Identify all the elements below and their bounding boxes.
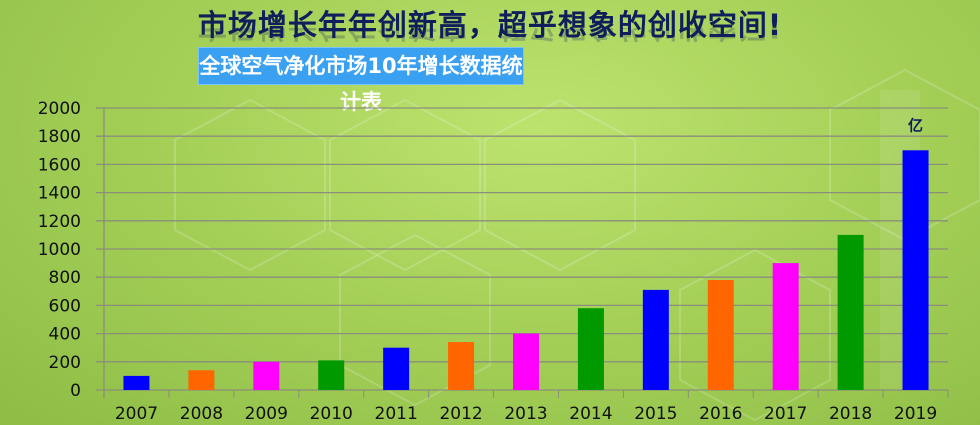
- bar-2008: [188, 370, 215, 390]
- x-tick-label: 2009: [245, 404, 288, 424]
- unit-label: 亿: [908, 116, 923, 134]
- bar-2016: [707, 280, 734, 390]
- chart-title: 全球空气净化市场10年增长数据统计表: [198, 47, 524, 114]
- headline: 市场增长年年创新高，超乎想象的创收空间!: [197, 8, 783, 42]
- bar-2017: [772, 263, 799, 390]
- x-tick-label: 2014: [569, 404, 612, 424]
- y-tick-label: 200: [49, 353, 81, 373]
- bar-2014: [577, 308, 604, 390]
- x-tick-label: 2017: [764, 404, 807, 424]
- x-tick-label: 2016: [699, 404, 742, 424]
- y-tick-label: 2000: [38, 99, 81, 119]
- y-tick-label: 0: [70, 381, 81, 401]
- x-tick-label: 2010: [310, 404, 353, 424]
- x-tick-label: 2008: [180, 404, 223, 424]
- x-tick-label: 2013: [504, 404, 547, 424]
- y-tick-label: 800: [49, 268, 81, 288]
- bar-2007: [123, 375, 150, 390]
- y-tick-label: 600: [49, 296, 81, 316]
- x-tick-label: 2019: [894, 404, 937, 424]
- bar-2019: [902, 150, 929, 390]
- y-tick-label: 1000: [38, 240, 81, 260]
- y-tick-label: 400: [49, 325, 81, 345]
- x-tick-label: 2012: [439, 404, 482, 424]
- y-tick-label: 1600: [38, 155, 81, 175]
- y-tick-label: 1200: [38, 212, 81, 232]
- bar-2015: [642, 289, 669, 390]
- bar-2009: [253, 361, 280, 390]
- x-tick-label: 2011: [375, 404, 418, 424]
- bar-2018: [837, 234, 864, 390]
- bar-2012: [448, 342, 475, 390]
- bar-2011: [383, 347, 410, 390]
- bar-2013: [513, 333, 539, 390]
- x-tick-label: 2007: [115, 404, 158, 424]
- y-tick-label: 1800: [38, 127, 81, 147]
- y-tick-label: 1400: [38, 184, 81, 204]
- bar-2010: [318, 360, 345, 390]
- x-tick-label: 2018: [829, 404, 872, 424]
- x-tick-label: 2015: [634, 404, 677, 424]
